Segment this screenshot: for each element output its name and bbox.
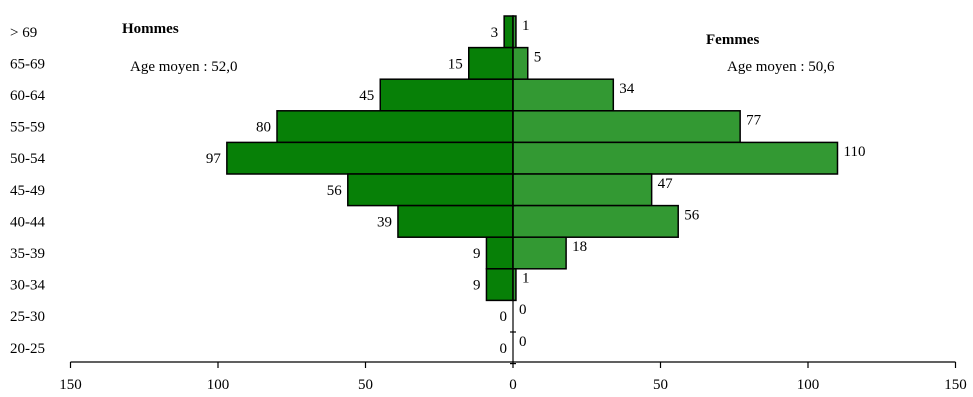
x-tick-label: 150 bbox=[944, 377, 967, 393]
bar-hommes-4549 bbox=[347, 173, 514, 207]
bar-hommes-6064 bbox=[379, 78, 514, 112]
value-label-hommes-6569: 15 bbox=[448, 56, 463, 72]
value-label-femmes-2530: 0 bbox=[519, 302, 527, 318]
category-label-5559: 55-59 bbox=[10, 120, 45, 136]
category-label-5054: 50-54 bbox=[10, 151, 45, 167]
category-label-4549: 45-49 bbox=[10, 183, 45, 199]
value-label-hommes-4549: 56 bbox=[327, 183, 343, 199]
bar-hommes-5054 bbox=[226, 141, 514, 175]
value-label-hommes-6064: 45 bbox=[359, 88, 374, 104]
hommes-mean-age: Age moyen : 52,0 bbox=[130, 59, 237, 75]
x-tick-label: 100 bbox=[797, 377, 820, 393]
bar-hommes-6569 bbox=[468, 46, 514, 80]
x-tick-label: 50 bbox=[358, 377, 373, 393]
value-label-femmes-2025: 0 bbox=[519, 334, 527, 350]
category-label-3539: 35-39 bbox=[10, 246, 45, 262]
bar-hommes-3539 bbox=[485, 236, 514, 270]
bar-femmes-5559 bbox=[512, 110, 741, 144]
category-label-2530: 25-30 bbox=[10, 309, 45, 325]
bar-hommes-5559 bbox=[276, 110, 514, 144]
bar-femmes-3539 bbox=[512, 236, 567, 270]
value-label-hommes-3034: 9 bbox=[473, 278, 481, 294]
value-label-hommes-69: 3 bbox=[491, 25, 499, 41]
x-tick-label: 100 bbox=[207, 377, 230, 393]
bar-hommes-3034 bbox=[485, 268, 514, 302]
value-label-femmes-4044: 56 bbox=[684, 207, 700, 223]
category-label-69: > 69 bbox=[10, 25, 37, 41]
value-label-femmes-4549: 47 bbox=[658, 176, 674, 192]
value-label-femmes-3539: 18 bbox=[572, 239, 587, 255]
value-label-femmes-6064: 34 bbox=[619, 81, 635, 97]
bar-femmes-6569 bbox=[512, 46, 529, 80]
category-label-2025: 20-25 bbox=[10, 341, 45, 357]
bar-hommes-4044 bbox=[397, 204, 514, 238]
hommes-title: Hommes bbox=[122, 21, 179, 37]
value-label-hommes-2025: 0 bbox=[500, 341, 508, 357]
value-label-femmes-5054: 110 bbox=[844, 144, 866, 160]
value-label-femmes-69: 1 bbox=[522, 18, 530, 34]
bar-hommes-69 bbox=[503, 15, 514, 49]
category-label-4044: 40-44 bbox=[10, 214, 45, 230]
femmes-mean-age: Age moyen : 50,6 bbox=[727, 59, 835, 75]
bar-femmes-6064 bbox=[512, 78, 615, 112]
value-label-femmes-3034: 1 bbox=[522, 271, 530, 287]
value-label-femmes-6569: 5 bbox=[534, 49, 542, 65]
x-tick-label: 150 bbox=[59, 377, 82, 393]
value-label-femmes-5559: 77 bbox=[746, 113, 762, 129]
category-label-6064: 60-64 bbox=[10, 88, 45, 104]
bar-femmes-4549 bbox=[512, 173, 653, 207]
value-label-hommes-4044: 39 bbox=[377, 214, 392, 230]
value-label-hommes-3539: 9 bbox=[473, 246, 481, 262]
value-label-hommes-2530: 0 bbox=[500, 309, 508, 325]
value-label-hommes-5559: 80 bbox=[256, 120, 271, 136]
bar-femmes-4044 bbox=[512, 204, 679, 238]
category-labels-layer: > 69 65-69 60-64 55-59 50-54 45-49 40-44 35-39 3… bbox=[10, 25, 45, 357]
category-label-6569: 65-69 bbox=[10, 56, 45, 72]
x-tick-label: 50 bbox=[653, 377, 668, 393]
value-label-hommes-5054: 97 bbox=[206, 151, 222, 167]
x-tick-label: 0 bbox=[509, 377, 517, 393]
x-axis: 150 100 50 0 50 100 150 bbox=[59, 16, 967, 393]
femmes-title: Femmes bbox=[706, 32, 759, 48]
category-label-3034: 30-34 bbox=[10, 278, 45, 294]
bar-femmes-5054 bbox=[512, 141, 839, 175]
